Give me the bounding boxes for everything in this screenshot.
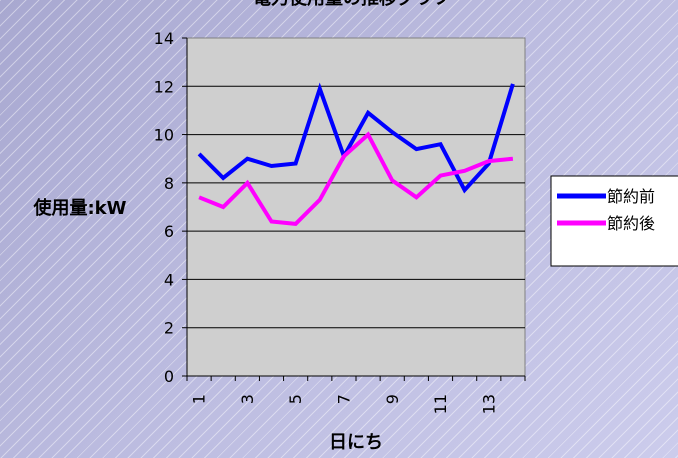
x-tick-label: 7 (335, 394, 354, 404)
x-tick-label: 3 (238, 394, 257, 404)
y-tick-label: 12 (154, 77, 174, 96)
y-tick-label: 14 (154, 29, 174, 48)
x-tick-label: 9 (383, 394, 402, 404)
chart-title: 電力使用量の推移グラフ (253, 0, 451, 9)
y-tick-label: 0 (164, 367, 174, 386)
y-tick-label: 6 (164, 222, 174, 241)
x-axis-ticks: 1 3 5 7 9 11 13 (186, 376, 526, 414)
x-tick-label: 11 (431, 394, 450, 414)
legend-label: 節約後 (607, 214, 655, 233)
y-axis-label: 使用量:kW (32, 197, 126, 219)
x-tick-label: 1 (190, 394, 209, 404)
series-line-1 (197, 82, 515, 194)
y-tick-label: 2 (164, 319, 174, 338)
legend-box (550, 175, 678, 267)
y-axis-ticks: 0 2 4 6 8 10 12 14 (154, 29, 187, 386)
x-tick-label: 13 (479, 394, 498, 414)
x-axis-label: 日にち (329, 432, 383, 453)
plot-area (186, 37, 526, 377)
x-tick-label: 5 (286, 394, 305, 404)
y-tick-label: 10 (154, 126, 174, 145)
series-lines (197, 82, 515, 226)
y-tick-label: 8 (164, 174, 174, 193)
y-tick-label: 4 (164, 270, 174, 289)
series-line-2 (198, 131, 514, 226)
legend-label: 節約前 (607, 187, 655, 206)
